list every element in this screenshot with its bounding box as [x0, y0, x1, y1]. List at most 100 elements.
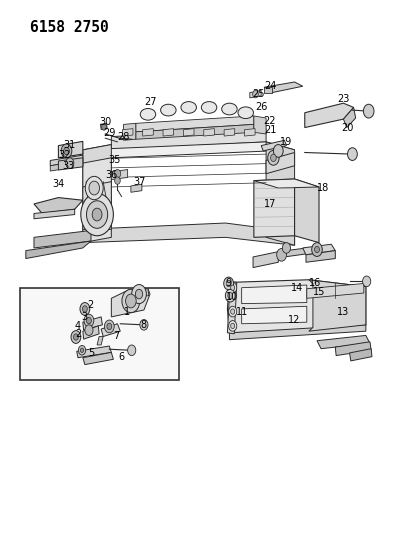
Text: 33: 33 [62, 161, 74, 171]
Text: 26: 26 [254, 102, 267, 112]
Circle shape [85, 325, 93, 335]
Circle shape [230, 323, 234, 328]
Polygon shape [203, 128, 214, 136]
Polygon shape [252, 252, 278, 268]
Circle shape [127, 345, 135, 356]
Text: 9: 9 [225, 278, 231, 288]
Circle shape [135, 289, 142, 299]
Text: 17: 17 [263, 199, 276, 209]
Text: 5: 5 [88, 348, 94, 358]
Polygon shape [249, 91, 261, 98]
Text: 7: 7 [113, 332, 119, 342]
Polygon shape [83, 326, 99, 339]
Polygon shape [26, 241, 91, 259]
FancyBboxPatch shape [20, 288, 178, 381]
Polygon shape [241, 285, 306, 304]
Text: 31: 31 [63, 140, 76, 150]
Polygon shape [127, 289, 148, 297]
Polygon shape [101, 324, 120, 336]
Circle shape [276, 248, 286, 261]
Polygon shape [304, 103, 353, 127]
Circle shape [85, 176, 103, 200]
Text: 36: 36 [105, 170, 117, 180]
Polygon shape [302, 244, 335, 255]
Circle shape [230, 309, 234, 314]
Polygon shape [83, 144, 111, 243]
Polygon shape [183, 128, 193, 136]
Text: 6158 2750: 6158 2750 [30, 20, 108, 35]
Polygon shape [253, 179, 294, 237]
Text: 16: 16 [308, 278, 320, 288]
Polygon shape [111, 289, 150, 317]
Circle shape [92, 208, 102, 221]
Text: 8: 8 [140, 320, 146, 330]
Polygon shape [229, 325, 365, 340]
Circle shape [86, 201, 108, 228]
Circle shape [81, 193, 113, 236]
Polygon shape [122, 128, 133, 136]
Text: 21: 21 [263, 125, 276, 135]
Ellipse shape [160, 104, 175, 116]
Polygon shape [97, 336, 103, 345]
Polygon shape [130, 184, 142, 192]
Text: 25: 25 [252, 88, 264, 99]
Circle shape [230, 285, 234, 290]
Circle shape [252, 91, 258, 98]
Circle shape [107, 323, 112, 329]
Polygon shape [111, 128, 265, 150]
Polygon shape [83, 182, 111, 229]
Polygon shape [83, 144, 111, 163]
Text: 1: 1 [124, 306, 130, 317]
Text: 2: 2 [87, 300, 93, 310]
Circle shape [139, 319, 148, 330]
Text: 27: 27 [144, 97, 156, 107]
Circle shape [71, 330, 81, 343]
Text: 37: 37 [133, 176, 145, 187]
Circle shape [80, 303, 90, 316]
Polygon shape [294, 179, 318, 243]
Text: 20: 20 [341, 123, 353, 133]
Polygon shape [83, 142, 294, 158]
Circle shape [225, 289, 234, 302]
Circle shape [314, 246, 319, 253]
Text: 34: 34 [52, 179, 64, 189]
Circle shape [101, 124, 106, 130]
Text: 14: 14 [290, 282, 302, 293]
Polygon shape [135, 124, 253, 139]
Ellipse shape [237, 107, 253, 118]
Text: 22: 22 [263, 116, 275, 126]
Polygon shape [83, 317, 102, 330]
Circle shape [270, 154, 276, 161]
Polygon shape [316, 335, 369, 349]
Circle shape [65, 158, 74, 168]
Circle shape [223, 277, 233, 290]
Ellipse shape [140, 109, 155, 120]
Text: 3: 3 [82, 312, 88, 322]
Circle shape [228, 320, 236, 331]
Circle shape [131, 285, 146, 304]
Polygon shape [263, 87, 272, 93]
Polygon shape [224, 128, 234, 136]
Circle shape [125, 294, 136, 308]
Polygon shape [308, 280, 365, 331]
Ellipse shape [201, 102, 216, 114]
Polygon shape [241, 306, 306, 324]
Text: 23: 23 [337, 94, 349, 104]
Circle shape [273, 144, 283, 157]
Polygon shape [142, 128, 153, 136]
Ellipse shape [180, 102, 196, 114]
Text: 2: 2 [74, 329, 81, 339]
Polygon shape [83, 150, 111, 192]
Polygon shape [227, 280, 365, 333]
Polygon shape [335, 342, 370, 356]
Text: 28: 28 [117, 132, 129, 142]
Polygon shape [265, 152, 294, 174]
Polygon shape [135, 116, 253, 132]
Polygon shape [123, 123, 135, 140]
Polygon shape [305, 251, 335, 262]
Text: 29: 29 [103, 128, 115, 139]
Circle shape [82, 306, 87, 312]
Circle shape [347, 148, 356, 160]
Polygon shape [83, 352, 113, 365]
Circle shape [61, 144, 72, 158]
